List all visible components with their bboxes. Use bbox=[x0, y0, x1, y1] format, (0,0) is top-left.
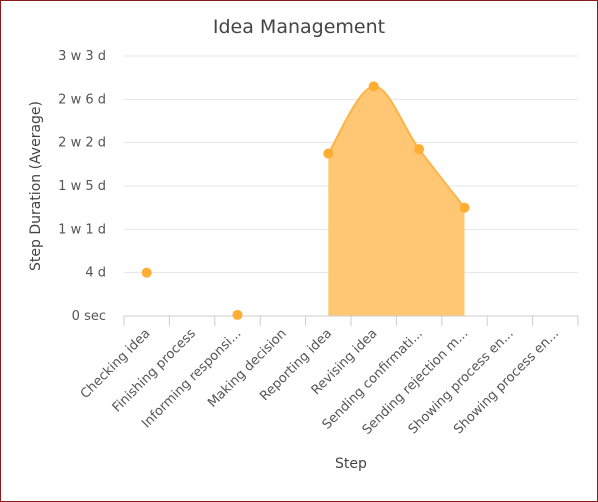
y-tick-label: 3 w 3 d bbox=[58, 49, 106, 64]
data-point bbox=[232, 309, 243, 320]
data-point bbox=[141, 267, 152, 278]
y-tick-label: 0 sec bbox=[72, 309, 106, 324]
y-tick-label: 1 w 5 d bbox=[58, 179, 106, 194]
x-axis-title: Step bbox=[335, 456, 367, 472]
data-point bbox=[414, 144, 425, 155]
data-point bbox=[323, 148, 334, 159]
data-point bbox=[368, 81, 379, 92]
y-axis-title: Step Duration (Average) bbox=[28, 101, 44, 271]
chart-title: Idea Management bbox=[213, 16, 385, 38]
y-tick-label: 2 w 6 d bbox=[58, 92, 106, 107]
x-tick-label: Making decision bbox=[205, 326, 290, 411]
data-point bbox=[459, 202, 470, 213]
area-fill bbox=[328, 86, 465, 316]
y-tick-label: 2 w 2 d bbox=[58, 136, 106, 151]
y-tick-label: 4 d bbox=[85, 266, 106, 281]
area-line bbox=[327, 85, 466, 209]
y-tick-label: 1 w 1 d bbox=[58, 222, 106, 237]
x-tick-label: Finishing process bbox=[110, 326, 199, 415]
